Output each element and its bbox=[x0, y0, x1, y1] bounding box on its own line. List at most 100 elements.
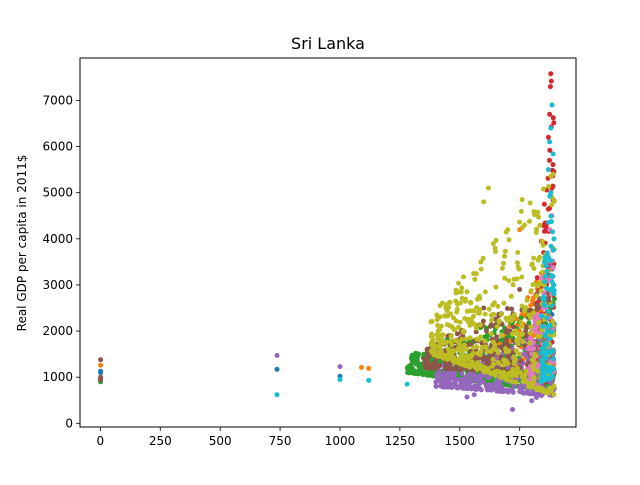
data-point bbox=[502, 253, 507, 259]
data-point bbox=[483, 383, 489, 389]
data-point bbox=[274, 392, 280, 398]
data-point bbox=[439, 336, 445, 342]
data-point bbox=[550, 115, 556, 121]
data-point bbox=[501, 300, 507, 306]
data-point bbox=[548, 213, 554, 219]
data-point bbox=[548, 329, 554, 335]
data-point bbox=[405, 370, 411, 376]
data-point bbox=[456, 324, 461, 330]
data-point bbox=[534, 293, 540, 299]
data-point bbox=[545, 390, 551, 396]
data-point bbox=[511, 354, 517, 360]
data-point bbox=[98, 370, 104, 376]
data-point bbox=[443, 339, 449, 345]
y-tick-label: 7000 bbox=[42, 93, 73, 107]
data-point bbox=[468, 317, 474, 322]
data-point bbox=[452, 359, 458, 365]
data-point bbox=[498, 311, 504, 317]
data-point bbox=[464, 353, 470, 358]
data-point bbox=[547, 139, 553, 145]
data-point bbox=[471, 384, 477, 390]
data-point bbox=[453, 298, 459, 304]
data-point bbox=[503, 229, 509, 235]
data-point bbox=[447, 364, 453, 370]
data-point bbox=[481, 199, 487, 205]
data-point bbox=[464, 289, 470, 295]
data-point bbox=[483, 344, 489, 350]
data-point bbox=[527, 336, 533, 341]
data-point bbox=[501, 362, 507, 368]
data-point bbox=[545, 206, 551, 212]
data-point bbox=[481, 305, 487, 311]
data-point bbox=[547, 336, 553, 342]
data-point bbox=[536, 385, 542, 390]
data-point bbox=[505, 389, 511, 395]
data-point bbox=[551, 356, 556, 362]
data-point bbox=[462, 316, 468, 321]
data-point bbox=[470, 350, 476, 356]
data-point bbox=[98, 362, 104, 368]
data-point bbox=[486, 387, 492, 393]
data-point bbox=[548, 219, 554, 225]
data-point bbox=[550, 265, 556, 271]
data-point bbox=[551, 236, 557, 242]
data-point bbox=[532, 360, 538, 366]
data-point bbox=[446, 378, 452, 384]
data-point bbox=[434, 372, 440, 378]
data-point bbox=[455, 376, 461, 382]
data-point bbox=[507, 382, 513, 388]
data-point bbox=[519, 197, 525, 203]
data-point bbox=[528, 324, 534, 330]
data-point bbox=[506, 348, 512, 354]
plot-area bbox=[98, 71, 557, 412]
data-point bbox=[540, 269, 546, 275]
data-point bbox=[537, 334, 543, 339]
data-point bbox=[476, 310, 482, 316]
data-point bbox=[447, 323, 453, 329]
data-point bbox=[550, 183, 556, 189]
data-point bbox=[454, 309, 460, 315]
data-point bbox=[545, 134, 551, 140]
data-point bbox=[443, 361, 449, 367]
data-point bbox=[506, 278, 512, 284]
data-point bbox=[526, 320, 532, 326]
data-point bbox=[434, 332, 440, 338]
axes-frame bbox=[79, 57, 577, 428]
data-point bbox=[544, 250, 550, 256]
data-point bbox=[448, 311, 454, 317]
data-point bbox=[529, 390, 534, 396]
data-point bbox=[472, 276, 478, 282]
data-point bbox=[506, 353, 511, 359]
data-point bbox=[550, 359, 556, 365]
data-point bbox=[479, 373, 485, 379]
data-point bbox=[463, 336, 469, 342]
data-point bbox=[484, 359, 490, 365]
y-tick-label: 6000 bbox=[42, 140, 73, 154]
data-point bbox=[540, 242, 546, 248]
data-point bbox=[428, 341, 434, 347]
data-point bbox=[548, 71, 554, 77]
data-point bbox=[494, 324, 500, 330]
data-point bbox=[424, 349, 430, 355]
data-point bbox=[494, 347, 500, 353]
data-point bbox=[463, 363, 469, 369]
data-point bbox=[436, 343, 442, 349]
data-point bbox=[543, 355, 549, 360]
data-point bbox=[501, 357, 506, 363]
data-point bbox=[450, 373, 456, 379]
data-point bbox=[495, 360, 501, 366]
data-point bbox=[438, 353, 444, 359]
data-point bbox=[541, 297, 547, 303]
data-point bbox=[527, 307, 533, 313]
data-point bbox=[530, 310, 536, 316]
data-point bbox=[551, 288, 557, 293]
data-point bbox=[518, 358, 524, 364]
data-point bbox=[490, 356, 496, 362]
data-point bbox=[501, 375, 507, 381]
data-point bbox=[471, 308, 477, 314]
data-point bbox=[456, 280, 462, 286]
data-point bbox=[467, 364, 473, 370]
data-point bbox=[429, 331, 435, 337]
data-point bbox=[514, 260, 520, 266]
data-point bbox=[543, 263, 549, 269]
